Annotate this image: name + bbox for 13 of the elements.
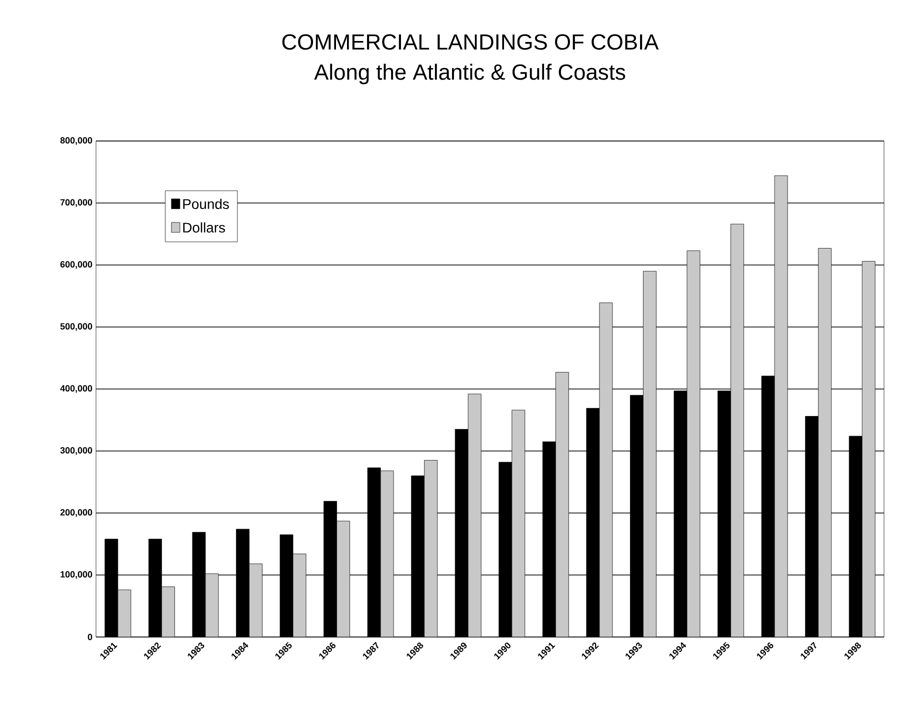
chart-title: COMMERCIAL LANDINGS OF COBIA bbox=[282, 34, 659, 50]
y-tick-label: 700,000 bbox=[60, 199, 92, 207]
y-tick-label: 400,000 bbox=[60, 385, 92, 393]
y-tick-label: 500,000 bbox=[60, 323, 92, 331]
y-tick-label: 800,000 bbox=[60, 137, 92, 145]
y-tick-label: 0 bbox=[88, 634, 92, 640]
chart-subtitle: Along the Atlantic & Gulf Coasts bbox=[314, 64, 626, 84]
y-tick-label: 100,000 bbox=[60, 571, 92, 579]
y-tick-label: 300,000 bbox=[60, 447, 92, 455]
legend-label: Dollars bbox=[183, 222, 225, 233]
y-tick-label: 600,000 bbox=[60, 261, 92, 269]
y-tick-label: 200,000 bbox=[60, 509, 92, 517]
legend-label: Pounds bbox=[183, 198, 229, 210]
